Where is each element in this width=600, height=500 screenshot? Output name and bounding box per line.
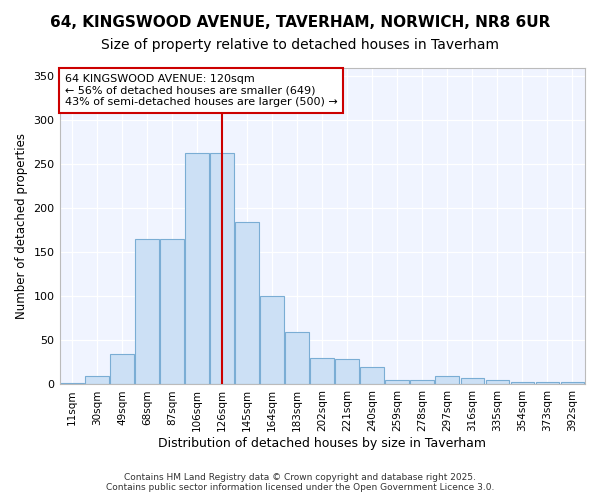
Y-axis label: Number of detached properties: Number of detached properties [15, 133, 28, 319]
Bar [461, 378, 484, 384]
Bar [85, 376, 109, 384]
Bar [410, 380, 434, 384]
Bar [110, 354, 134, 384]
Bar [436, 376, 459, 384]
Text: 64, KINGSWOOD AVENUE, TAVERHAM, NORWICH, NR8 6UR: 64, KINGSWOOD AVENUE, TAVERHAM, NORWICH,… [50, 15, 550, 30]
Bar [135, 239, 159, 384]
Bar [260, 296, 284, 384]
Bar [385, 380, 409, 384]
Bar [511, 382, 535, 384]
Bar [560, 382, 584, 384]
Text: Size of property relative to detached houses in Taverham: Size of property relative to detached ho… [101, 38, 499, 52]
Bar [185, 153, 209, 384]
X-axis label: Distribution of detached houses by size in Taverham: Distribution of detached houses by size … [158, 437, 486, 450]
Bar [210, 153, 234, 384]
Bar [310, 358, 334, 384]
Bar [485, 380, 509, 384]
Text: 64 KINGSWOOD AVENUE: 120sqm
← 56% of detached houses are smaller (649)
43% of se: 64 KINGSWOOD AVENUE: 120sqm ← 56% of det… [65, 74, 338, 107]
Bar [60, 382, 84, 384]
Bar [286, 332, 309, 384]
Text: Contains HM Land Registry data © Crown copyright and database right 2025.
Contai: Contains HM Land Registry data © Crown c… [106, 473, 494, 492]
Bar [536, 382, 559, 384]
Bar [235, 222, 259, 384]
Bar [160, 239, 184, 384]
Bar [335, 359, 359, 384]
Bar [361, 367, 384, 384]
